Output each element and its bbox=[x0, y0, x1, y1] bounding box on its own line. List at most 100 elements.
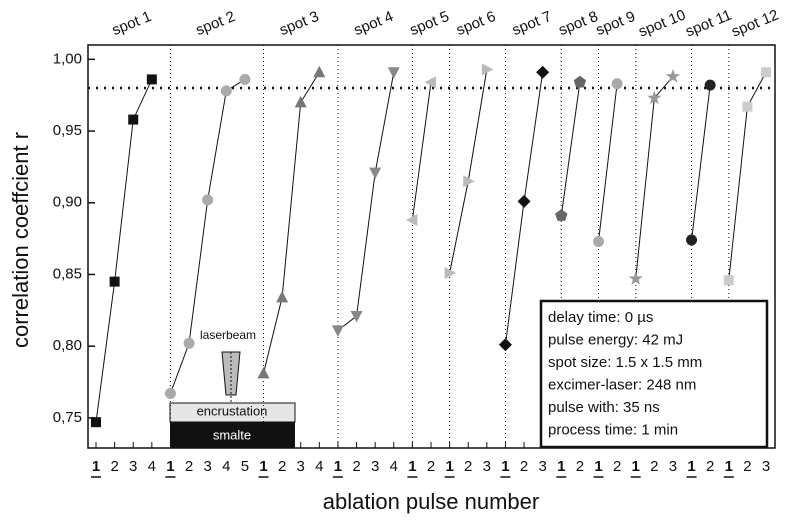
data-point bbox=[424, 76, 436, 89]
data-point bbox=[350, 311, 363, 323]
series-line bbox=[560, 82, 581, 216]
x-tick-label: 3 bbox=[762, 458, 770, 475]
series-line bbox=[337, 72, 395, 331]
info-line: excimer-laser: 248 nm bbox=[548, 376, 696, 393]
x-tick-label: 3 bbox=[669, 458, 677, 475]
y-axis-label: correlation coeffcient r bbox=[8, 132, 33, 348]
series-line bbox=[411, 82, 432, 221]
x-tick-label: 1 bbox=[725, 458, 733, 475]
spot-label: spot 4 bbox=[352, 8, 396, 39]
series-line bbox=[95, 79, 153, 423]
data-point bbox=[555, 209, 568, 221]
series-line bbox=[635, 76, 674, 279]
x-tick-label: 4 bbox=[390, 458, 398, 475]
data-point bbox=[686, 234, 698, 246]
data-point bbox=[536, 65, 550, 79]
spot-label: spot 12 bbox=[729, 6, 781, 40]
data-point bbox=[128, 114, 139, 125]
data-point bbox=[628, 271, 643, 285]
x-tick-label: 4 bbox=[315, 458, 323, 475]
data-point bbox=[517, 194, 531, 208]
x-tick-label: 2 bbox=[185, 458, 193, 475]
data-point bbox=[146, 74, 157, 85]
x-tick-label: 2 bbox=[352, 458, 360, 475]
data-point bbox=[183, 337, 195, 349]
inset-label: encrustation bbox=[197, 403, 268, 418]
x-tick-label: 3 bbox=[297, 458, 305, 475]
data-point bbox=[109, 276, 120, 287]
y-tick-label: 0,95 bbox=[53, 122, 82, 139]
data-point bbox=[239, 73, 251, 85]
spot-label: spot 10 bbox=[636, 6, 688, 40]
x-tick-label: 2 bbox=[706, 458, 714, 475]
data-point bbox=[463, 175, 475, 188]
data-point bbox=[723, 275, 734, 286]
inset-label: smalte bbox=[213, 427, 251, 442]
x-tick-label: 3 bbox=[203, 458, 211, 475]
info-line: pulse with: 35 ns bbox=[548, 399, 660, 416]
data-point bbox=[665, 69, 681, 83]
data-point bbox=[444, 267, 457, 280]
data-point bbox=[704, 79, 716, 91]
x-tick-label: 2 bbox=[110, 458, 118, 475]
x-tick-label: 2 bbox=[520, 458, 528, 475]
data-point bbox=[313, 65, 326, 78]
spot-label: spot 1 bbox=[110, 8, 154, 39]
info-box: delay time: 0 µs pulse energy: 42 mJ spot … bbox=[539, 299, 769, 449]
x-tick-label: 1 bbox=[594, 458, 602, 475]
info-line: delay time: 0 µs bbox=[548, 309, 653, 326]
x-tick-label: 3 bbox=[371, 458, 379, 475]
x-tick-label: 1 bbox=[557, 458, 565, 475]
data-point bbox=[387, 67, 400, 79]
x-tick-label: 1 bbox=[408, 458, 416, 475]
spot-label: spot 11 bbox=[683, 7, 734, 41]
x-tick-label: 4 bbox=[222, 458, 230, 475]
inset-layer bbox=[170, 422, 295, 448]
x-tick-label: 1 bbox=[632, 458, 640, 475]
data-point bbox=[164, 388, 176, 400]
x-tick-label: 1 bbox=[259, 458, 267, 475]
data-point bbox=[742, 101, 753, 112]
x-tick-label: 1 bbox=[687, 458, 695, 475]
x-axis-label: ablation pulse number bbox=[323, 489, 539, 514]
x-tick-label: 4 bbox=[148, 458, 156, 475]
data-point bbox=[481, 63, 494, 76]
data-point bbox=[761, 67, 771, 78]
data-point bbox=[498, 338, 512, 352]
data-point bbox=[611, 78, 623, 90]
data-point bbox=[202, 194, 214, 206]
y-tick-label: 1,00 bbox=[53, 50, 82, 67]
series-line bbox=[504, 72, 544, 345]
info-line: pulse energy: 42 mJ bbox=[548, 331, 683, 348]
data-point bbox=[331, 325, 344, 337]
data-point bbox=[294, 95, 307, 108]
x-tick-label: 2 bbox=[464, 458, 472, 475]
spot-label: spot 5 bbox=[407, 8, 451, 39]
x-tick-label: 1 bbox=[334, 458, 342, 475]
x-tick-label: 1 bbox=[445, 458, 453, 475]
x-tick-label: 2 bbox=[576, 458, 584, 475]
series-line bbox=[598, 83, 618, 242]
x-tick-label: 2 bbox=[743, 458, 751, 475]
data-point bbox=[276, 290, 289, 303]
spot-label: spot 3 bbox=[277, 8, 321, 39]
inset-label: laserbeam bbox=[200, 328, 256, 342]
x-tick-label: 1 bbox=[501, 458, 509, 475]
series-line bbox=[263, 71, 320, 374]
data-point bbox=[257, 366, 270, 379]
x-tick-label: 3 bbox=[483, 458, 491, 475]
series-line bbox=[449, 69, 488, 274]
spot-label: spot 6 bbox=[454, 8, 498, 39]
series-line bbox=[169, 78, 246, 394]
y-tick-label: 0,75 bbox=[53, 409, 82, 426]
y-tick-label: 0,90 bbox=[53, 194, 82, 211]
x-tick-label: 5 bbox=[241, 458, 249, 475]
spot-label: spot 2 bbox=[193, 8, 237, 39]
info-line: spot size: 1.5 x 1.5 mm bbox=[548, 354, 702, 371]
data-point bbox=[573, 75, 587, 88]
x-tick-label: 2 bbox=[427, 458, 435, 475]
data-point bbox=[369, 167, 382, 180]
x-tick-label: 1 bbox=[92, 458, 100, 475]
x-tick-label: 3 bbox=[129, 458, 137, 475]
x-tick-label: 3 bbox=[538, 458, 546, 475]
